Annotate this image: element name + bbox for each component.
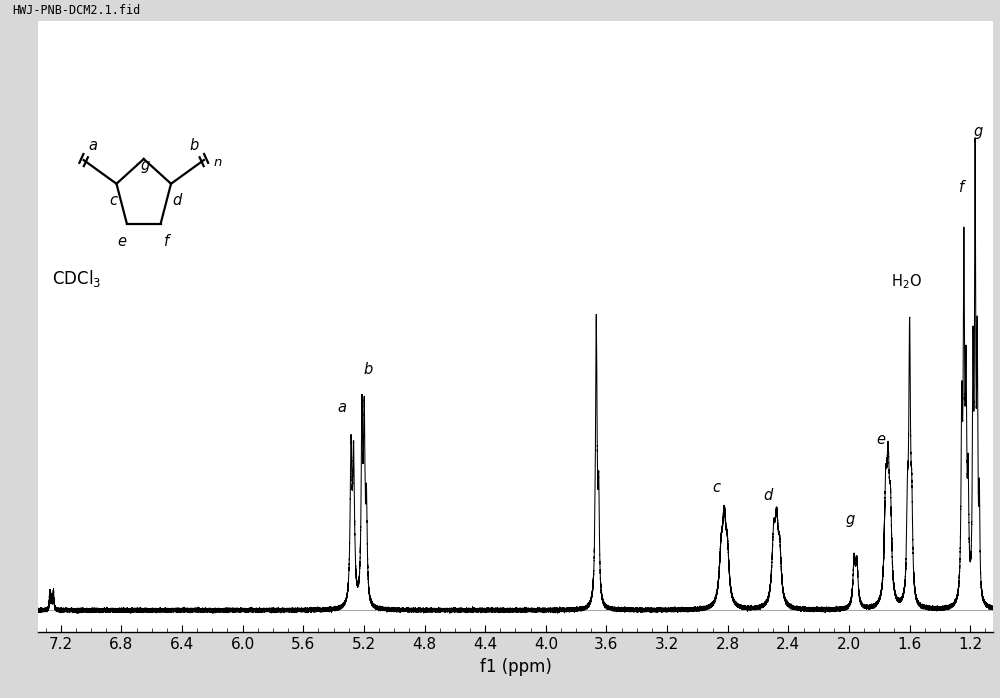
Text: HWJ-PNB-DCM2.1.fid: HWJ-PNB-DCM2.1.fid: [12, 4, 140, 17]
Text: b: b: [363, 362, 372, 377]
Text: e: e: [876, 432, 885, 447]
Text: g: g: [845, 512, 854, 527]
Text: c: c: [109, 193, 117, 209]
X-axis label: f1 (ppm): f1 (ppm): [480, 658, 551, 676]
Text: g: g: [140, 158, 149, 172]
Text: d: d: [172, 193, 181, 209]
Text: e: e: [117, 234, 126, 248]
Text: f: f: [164, 234, 169, 248]
Text: d: d: [763, 488, 773, 503]
Text: f: f: [959, 180, 964, 195]
Text: a: a: [337, 400, 346, 415]
Text: a: a: [89, 138, 98, 153]
Text: n: n: [213, 156, 222, 169]
Text: b: b: [190, 138, 199, 153]
Text: CDCl$_3$: CDCl$_3$: [52, 268, 101, 289]
Text: H$_2$O: H$_2$O: [891, 273, 922, 292]
Text: g: g: [974, 124, 983, 139]
Text: c: c: [712, 480, 720, 495]
